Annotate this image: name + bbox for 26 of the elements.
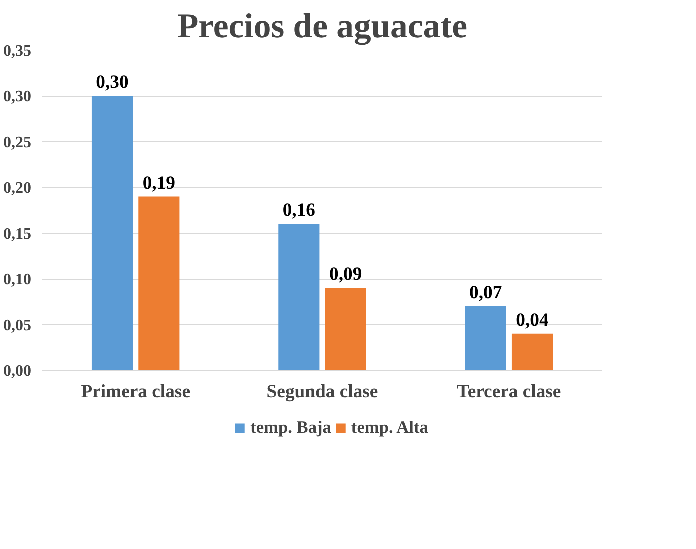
legend-label: temp. Baja [250, 418, 332, 438]
x-tick-label: Tercera clase [457, 382, 562, 402]
data-label: 0,07 [470, 282, 502, 304]
data-label: 0,16 [282, 200, 316, 222]
y-tick-label: 0,35 [4, 43, 32, 60]
y-tick-label: 0,30 [4, 88, 32, 106]
x-tick-label: Primera clase [81, 382, 190, 402]
y-tick-label: 0,25 [4, 134, 32, 152]
data-label: 0,19 [142, 172, 176, 194]
bar [465, 306, 506, 370]
data-label: 0,30 [96, 72, 129, 94]
y-tick-label: 0,05 [4, 317, 32, 334]
bar [138, 196, 180, 370]
bar [278, 224, 320, 370]
chart-title: Precios de aguacate [177, 8, 468, 46]
bar [92, 96, 134, 370]
y-tick-label: 0,10 [4, 272, 32, 289]
y-tick-label: 0,15 [4, 226, 32, 243]
legend-label: temp. Alta [351, 418, 428, 438]
bar [512, 334, 554, 370]
x-tick-label: Segunda clase [266, 382, 378, 402]
data-label: 0,04 [516, 310, 549, 331]
data-label: 0,09 [330, 264, 362, 286]
y-tick-label: 0,20 [4, 180, 32, 198]
y-tick-label: 0,00 [4, 363, 32, 380]
bar [325, 288, 366, 370]
